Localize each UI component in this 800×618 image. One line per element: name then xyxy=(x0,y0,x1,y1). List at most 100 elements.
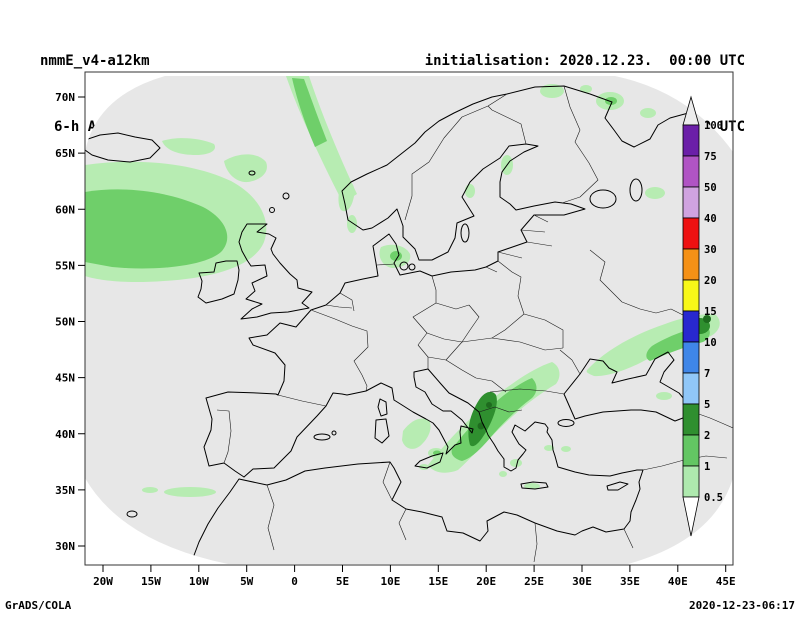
precip-area-norway-south xyxy=(347,215,357,233)
precip-area-barents-1 xyxy=(540,84,564,98)
precip-core-norwegian-sea xyxy=(292,78,327,147)
precip-area-crete xyxy=(524,483,540,489)
colorbar-level-label: 100 xyxy=(704,120,723,132)
colorbar-arrow-bottom xyxy=(682,496,700,537)
colorbar-level-label: 20 xyxy=(704,275,717,287)
border-baltics xyxy=(497,214,553,259)
colorbar-level-label: 75 xyxy=(704,151,717,163)
lon-tick-label: 25E xyxy=(524,575,544,588)
coastlines xyxy=(85,85,733,559)
coastline-shetland xyxy=(282,192,290,200)
lon-tick-label: 15W xyxy=(141,575,161,588)
colorbar-segment xyxy=(682,372,700,405)
precip-core-atlantic xyxy=(85,189,228,269)
lon-tick-label: 30E xyxy=(572,575,592,588)
precipitation-shading xyxy=(85,76,720,497)
lat-tick-label: 55N xyxy=(55,259,75,272)
coastline-lake-onega xyxy=(629,178,643,202)
latitude-axis: 70N 65N 60N 55N 50N 45N 40N 35N 30N xyxy=(55,91,85,553)
colorbar-level-label: 5 xyxy=(704,399,710,411)
colorbar-segment xyxy=(682,434,700,467)
border-czechia xyxy=(412,302,470,346)
border-poland-east xyxy=(485,260,564,348)
coastline-sicily xyxy=(414,452,444,469)
coastline-corsica xyxy=(377,398,388,417)
model-name: nmmE_v4-a12km xyxy=(40,53,150,69)
lon-tick-label: 45E xyxy=(716,575,736,588)
lon-tick-label: 10E xyxy=(380,575,400,588)
lon-tick-label: 40E xyxy=(668,575,688,588)
lon-tick-label: 5E xyxy=(336,575,349,588)
coastline-zealand xyxy=(399,261,409,271)
coastline-mallorca xyxy=(313,433,331,441)
coastline-lake-ladoga xyxy=(589,189,617,209)
precip-area-scotland-nw xyxy=(224,154,267,183)
coastline-iceland xyxy=(85,132,161,163)
colorbar-level-label: 2 xyxy=(704,430,710,442)
lon-tick-label: 15E xyxy=(428,575,448,588)
colorbar-segment xyxy=(682,124,700,157)
colorbar-level-label: 10 xyxy=(704,337,717,349)
precip-core-kola xyxy=(605,97,617,105)
creation-timestamp: 2020-12-23-06:17 xyxy=(689,599,795,612)
coastline-cyprus xyxy=(606,481,629,491)
lat-tick-label: 50N xyxy=(55,316,75,329)
border-spain-france xyxy=(277,394,327,407)
border-portugal-spain xyxy=(216,409,232,464)
precip-area-norway-coast xyxy=(338,181,355,212)
lat-tick-label: 30N xyxy=(55,540,75,553)
precip-area-white-sea xyxy=(640,108,656,118)
coastline-orkney xyxy=(269,207,275,213)
lat-tick-label: 40N xyxy=(55,428,75,441)
coastline-madeira xyxy=(126,510,138,518)
lat-tick-label: 70N xyxy=(55,91,75,104)
precip-max-caucasus xyxy=(703,315,711,323)
precip-darkest-layer xyxy=(477,315,711,430)
lat-tick-label: 35N xyxy=(55,484,75,497)
lon-tick-label: 0 xyxy=(291,575,298,588)
border-austria-slovakia xyxy=(426,304,480,343)
coastline-atlantic-north xyxy=(203,85,733,478)
grads-credit: GrADS/COLA xyxy=(5,599,72,612)
coastline-gotland xyxy=(460,223,470,243)
coastline-black-sea xyxy=(563,351,697,422)
coastline-marmara xyxy=(557,419,575,427)
coastline-crete xyxy=(520,481,549,490)
colorbar-segment xyxy=(682,217,700,250)
colorbar-segment xyxy=(682,341,700,374)
lon-tick-label: 20E xyxy=(476,575,496,588)
colorbar-segment xyxy=(682,310,700,343)
coastline-sardinia xyxy=(374,418,390,444)
precip-area-italy-west xyxy=(402,418,431,449)
colorbar-segment xyxy=(682,186,700,219)
init-time: initialisation: 2020.12.23. 00:00 UTC xyxy=(424,53,745,69)
border-moldova xyxy=(559,349,581,375)
coastline-great-britain xyxy=(238,223,313,320)
colorbar-segment xyxy=(682,465,700,498)
precip-area-greece-1 xyxy=(510,459,522,467)
lat-tick-label: 65N xyxy=(55,147,75,160)
border-benelux xyxy=(325,292,355,312)
colorbar-level-label: 7 xyxy=(704,368,710,380)
country-borders xyxy=(216,85,733,563)
border-caucasus xyxy=(695,412,733,429)
precip-area-barents-2 xyxy=(580,85,592,93)
border-germany-poland xyxy=(431,275,437,303)
colorbar-level-label: 30 xyxy=(704,244,717,256)
lon-tick-label: 5W xyxy=(240,575,254,588)
colorbar-level-label: 0.5 xyxy=(704,492,723,504)
coastline-faroe xyxy=(248,170,256,176)
precip-area-sweden xyxy=(465,184,475,198)
precip-area-greece-2 xyxy=(499,471,507,477)
precip-area-turkey-east xyxy=(656,392,672,400)
lat-tick-label: 45N xyxy=(55,372,75,385)
plot-frame xyxy=(84,71,734,566)
coastline-mediterranean-africa xyxy=(192,368,644,559)
precip-area-morocco-west xyxy=(164,487,216,497)
colorbar-segment xyxy=(682,248,700,281)
colorbar-level-label: 40 xyxy=(704,213,717,225)
lat-tick-label: 60N xyxy=(55,203,75,216)
